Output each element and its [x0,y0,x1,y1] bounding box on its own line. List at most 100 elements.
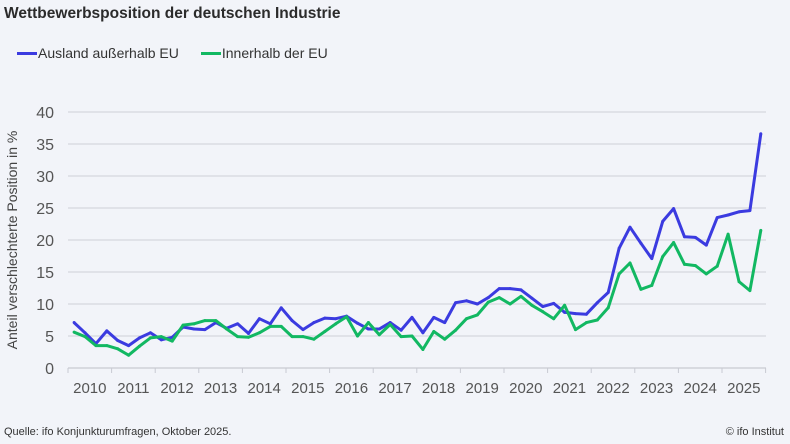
data-point [247,331,251,335]
data-point [257,331,261,335]
x-tick-label: 2015 [291,380,324,397]
x-tick-label: 2010 [73,380,106,397]
data-point [421,331,425,335]
data-point [508,287,512,291]
x-tick-label: 2019 [466,380,499,397]
data-point [541,305,545,309]
data-point [301,335,305,339]
legend-label-ausland: Ausland außerhalb EU [38,45,179,61]
data-point [192,327,196,331]
data-point [606,306,610,310]
data-point [465,317,469,321]
data-point [225,327,229,331]
legend-swatch-eu [200,51,221,55]
data-point [356,334,360,338]
data-point [159,338,163,342]
data-point [595,318,599,322]
data-point [377,327,381,331]
data-point [181,323,185,327]
data-point [410,315,414,319]
data-point [519,294,523,298]
y-tick-label: 20 [36,233,54,250]
data-point [148,331,152,335]
data-point [737,210,741,214]
data-point [257,317,261,321]
x-tick-label: 2013 [204,380,237,397]
data-point [748,289,752,293]
data-point [563,303,567,307]
x-tick-label: 2011 [117,380,149,397]
data-point [105,344,109,348]
data-point [116,347,120,351]
data-point [127,353,131,357]
legend-item-eu: Innerhalb der EU [200,45,328,61]
x-tick-label: 2024 [684,380,717,397]
y-tick-label: 35 [36,137,54,154]
data-point [759,228,763,232]
series-line-eu [73,230,763,357]
data-point [83,331,87,335]
data-point [454,328,458,332]
data-point [214,319,218,323]
y-tick-label: 25 [36,201,54,218]
data-point [617,272,621,276]
data-point [312,321,316,325]
data-point [628,225,632,229]
data-point [530,303,534,307]
y-axis-label: Anteil verschlechterte Position in % [4,131,20,350]
data-point [486,300,490,304]
data-point [116,338,120,342]
x-tick-label: 2023 [640,380,673,397]
x-tick-label: 2014 [248,380,281,397]
legend-item-ausland: Ausland außerhalb EU [17,45,179,61]
data-point [650,257,654,261]
legend: Ausland außerhalb EU Innerhalb der EU [17,45,328,61]
data-point [290,335,294,339]
data-point [388,322,392,326]
chart-title: Wettbewerbsposition der deutschen Indust… [4,5,341,22]
data-point [236,322,240,326]
data-point [203,328,207,332]
data-point [454,301,458,305]
data-point [94,344,98,348]
data-point [574,328,578,332]
data-point [475,302,479,306]
data-point [595,301,599,305]
data-point [704,272,708,276]
data-point [377,333,381,337]
x-tick-label: 2017 [378,380,411,397]
data-point [399,335,403,339]
data-point [279,324,283,328]
data-point [301,328,305,332]
data-point [138,336,142,340]
data-point [584,312,588,316]
y-tick-label: 0 [45,361,54,378]
data-point [148,336,152,340]
data-point [443,321,447,325]
source-note: Quelle: ifo Konjunkturumfragen, Oktober … [4,426,232,438]
data-point [323,316,327,320]
y-tick-label: 40 [36,105,54,122]
data-point [661,255,665,259]
data-point [127,344,131,348]
data-point [192,322,196,326]
data-point [236,335,240,339]
legend-swatch-ausland [17,51,37,55]
x-tick-label: 2018 [422,380,455,397]
data-point [159,335,163,339]
data-point [672,241,676,245]
data-point [497,296,501,300]
data-point [432,315,436,319]
data-point [290,319,294,323]
data-point [268,324,272,328]
data-point [279,306,283,310]
data-point [683,262,687,266]
x-tick-label: 2022 [596,380,629,397]
data-point [72,321,76,325]
data-point [508,302,512,306]
data-point [138,344,142,348]
data-point [748,209,752,213]
data-point [737,280,741,284]
data-point [693,235,697,239]
